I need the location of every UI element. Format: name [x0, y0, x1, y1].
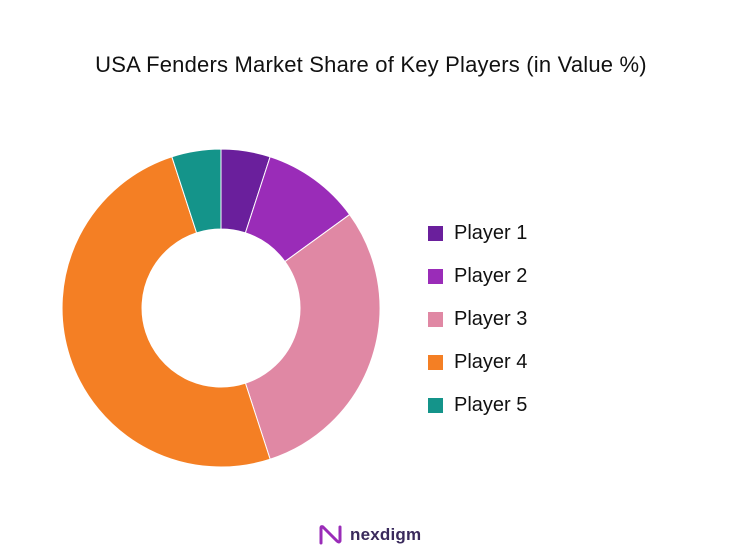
legend-swatch	[428, 312, 443, 327]
legend-item-player-4: Player 4	[428, 341, 527, 384]
brand-name: nexdigm	[350, 525, 422, 544]
brand-logo: nexdigm	[318, 524, 421, 546]
legend-item-player-3: Player 3	[428, 298, 527, 341]
legend-label: Player 5	[454, 394, 528, 416]
legend-swatch	[428, 226, 443, 241]
legend-item-player-2: Player 2	[428, 255, 527, 298]
legend-swatch	[428, 398, 443, 413]
legend-swatch	[428, 355, 443, 370]
donut-slice-player-5	[171, 148, 222, 234]
donut-slices	[61, 148, 381, 468]
legend-item-player-5: Player 5	[428, 384, 527, 427]
chart-title: USA Fenders Market Share of Key Players …	[95, 52, 647, 77]
legend-label: Player 1	[454, 222, 528, 244]
donut-slice-player-4	[61, 156, 271, 468]
legend-label: Player 2	[454, 265, 528, 287]
donut-slice-player-3	[244, 213, 381, 460]
nexdigm-logo-icon	[319, 525, 342, 545]
legend-item-player-1: Player 1	[428, 212, 527, 255]
legend-label: Player 3	[454, 308, 528, 330]
legend-label: Player 4	[454, 351, 528, 373]
legend-swatch	[428, 269, 443, 284]
chart-legend: Player 1 Player 2 Player 3 Player 4 Play…	[428, 212, 527, 427]
